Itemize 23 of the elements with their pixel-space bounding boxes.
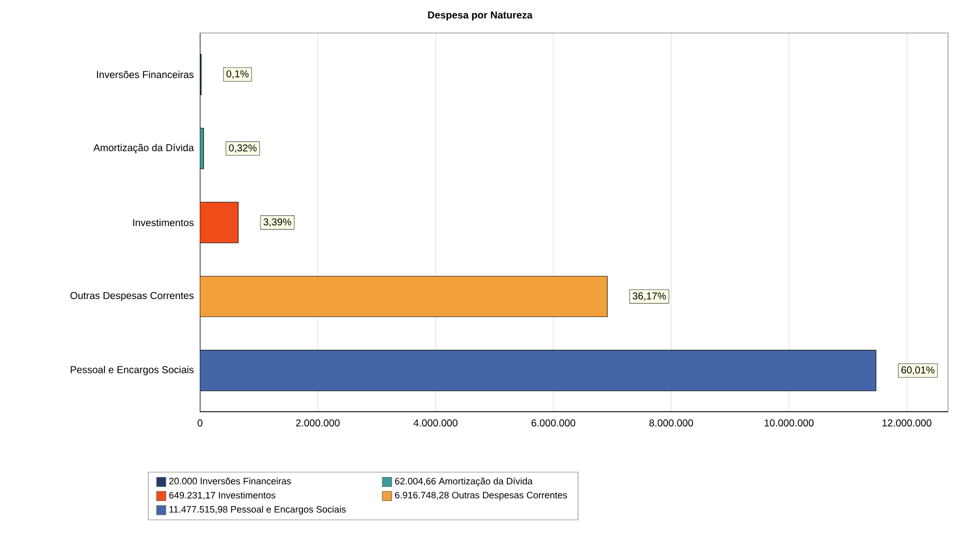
y-tick-label: Pessoal e Encargos Sociais (70, 366, 194, 376)
y-tick-label: Inversões Financeiras (97, 70, 194, 78)
legend-label: 20.000 Inversões Financeiras (169, 478, 291, 484)
annotation: 60,01% (901, 366, 934, 375)
x-tick-label: 0 (198, 419, 202, 426)
y-tick-label: Investimentos (133, 218, 194, 226)
chart-title: Despesa por Natureza (428, 12, 533, 20)
annotation: 0,1% (226, 70, 249, 79)
legend-label: 11.477.515,98 Pessoal e Encargos Sociais (170, 506, 346, 514)
annotation: 3,39% (264, 218, 292, 227)
legend-label: 6.916.748,28 Outras Despesas Correntes (395, 492, 568, 500)
legend-label: 649.231,17 Investimentos (169, 492, 276, 500)
x-tick-label: 12.000.000 (882, 419, 932, 426)
x-tick-label: 4.000.000 (414, 419, 458, 426)
legend-label: 62.004,66 Amortização da Dívida (395, 477, 533, 486)
annotation: 36,17% (632, 292, 666, 301)
y-tick-label: Amortização da Dívida (93, 144, 194, 154)
y-tick-label: Outras Despesas Correntes (70, 292, 194, 302)
annotation: 0,32% (228, 144, 257, 153)
x-tick-label: 2.000.000 (296, 419, 340, 426)
x-tick-label: 6.000.000 (532, 419, 576, 426)
x-tick-label: 10.000.000 (764, 419, 814, 426)
x-tick-label: 8.000.000 (649, 419, 694, 426)
